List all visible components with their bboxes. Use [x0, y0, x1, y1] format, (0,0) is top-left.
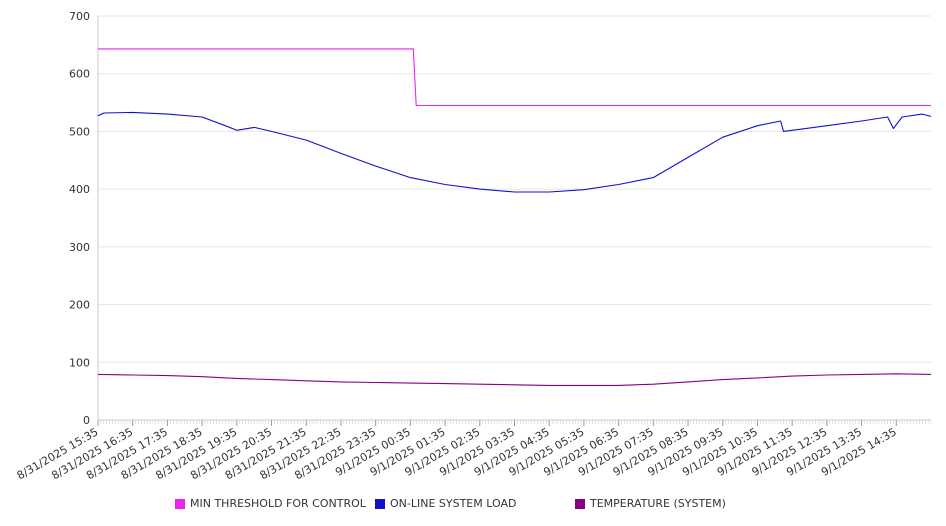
legend-item-temperature-system[interactable]: TEMPERATURE (SYSTEM)	[575, 497, 726, 510]
legend-item-min-threshold[interactable]: MIN THRESHOLD FOR CONTROL	[175, 497, 366, 510]
legend-label-min-threshold: MIN THRESHOLD FOR CONTROL	[190, 497, 366, 510]
series-line-0	[98, 48, 931, 107]
y-tick-label: 700	[69, 10, 90, 23]
series-lines	[97, 48, 932, 386]
y-tick-label: 0	[83, 414, 90, 427]
legend-item-online-system-load[interactable]: ON-LINE SYSTEM LOAD	[375, 497, 516, 510]
series-line-2	[97, 373, 932, 386]
legend-label-temperature-system: TEMPERATURE (SYSTEM)	[590, 497, 726, 510]
gridlines	[98, 15, 931, 363]
y-tick-label: 600	[69, 68, 90, 81]
y-tick-label: 500	[69, 125, 90, 138]
y-tick-label: 100	[69, 356, 90, 369]
y-tick-label: 300	[69, 241, 90, 254]
legend-label-online-system-load: ON-LINE SYSTEM LOAD	[390, 497, 517, 510]
legend-swatch-temperature-system	[575, 498, 585, 509]
axes	[97, 16, 932, 426]
series-line-1	[97, 111, 932, 193]
legend-swatch-min-threshold	[175, 498, 185, 509]
legend: MIN THRESHOLD FOR CONTROL ON-LINE SYSTEM…	[0, 497, 946, 515]
y-tick-label: 400	[69, 183, 90, 196]
y-axis-ticks: 0 100 200 300 400 500 600 700	[69, 10, 90, 427]
legend-swatch-online-system-load	[375, 498, 385, 509]
x-axis-ticks: 8/31/2025 15:358/31/2025 16:358/31/2025 …	[15, 425, 899, 482]
y-tick-label: 200	[69, 299, 90, 312]
